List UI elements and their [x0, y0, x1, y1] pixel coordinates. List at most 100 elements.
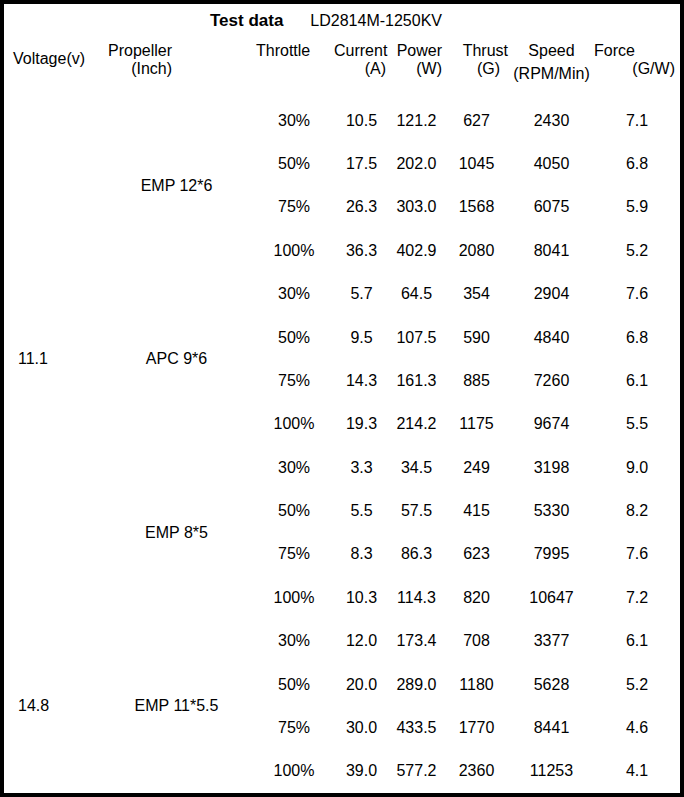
motor-model-label: LD2814M-1250KV — [310, 12, 442, 30]
col-header-force: Force (G/W) — [594, 37, 680, 99]
power-cell: 202.0 — [389, 142, 444, 185]
power-cell: 303.0 — [389, 186, 444, 229]
thrust-cell: 708 — [444, 620, 509, 663]
current-cell: 5.5 — [334, 489, 389, 532]
col-header-propeller: Propeller (Inch) — [99, 37, 254, 99]
force-cell: 5.2 — [594, 229, 680, 272]
speed-cell: 4840 — [509, 316, 594, 359]
throttle-cell: 30% — [254, 99, 334, 142]
speed-cell: 3198 — [509, 446, 594, 489]
throttle-cell: 100% — [254, 403, 334, 446]
current-cell: 17.5 — [334, 142, 389, 185]
current-cell: 14.3 — [334, 359, 389, 402]
col-header-current: Current (A) — [334, 37, 389, 99]
current-cell: 39.0 — [334, 750, 389, 793]
force-cell: 6.8 — [594, 316, 680, 359]
force-cell: 6.1 — [594, 620, 680, 663]
thrust-cell: 623 — [444, 533, 509, 576]
voltage-cell: 11.1 — [4, 99, 99, 620]
current-cell: 5.7 — [334, 273, 389, 316]
current-cell: 10.5 — [334, 99, 389, 142]
table-title-row: Test data LD2814M-1250KV — [0, 4, 664, 37]
propeller-cell: EMP 8*5 — [99, 446, 254, 620]
thrust-cell: 1045 — [444, 142, 509, 185]
power-cell: 121.2 — [389, 99, 444, 142]
power-cell: 34.5 — [389, 446, 444, 489]
current-cell: 8.3 — [334, 533, 389, 576]
power-cell: 289.0 — [389, 663, 444, 706]
propeller-cell: EMP 12*6 — [99, 99, 254, 273]
throttle-cell: 75% — [254, 186, 334, 229]
thrust-cell: 590 — [444, 316, 509, 359]
thrust-cell: 885 — [444, 359, 509, 402]
thrust-cell: 1568 — [444, 186, 509, 229]
force-cell: 4.6 — [594, 706, 680, 749]
speed-cell: 3377 — [509, 620, 594, 663]
voltage-cell: 14.8 — [4, 620, 99, 794]
data-row: 11.1EMP 12*630%10.5121.262724307.1 — [4, 99, 680, 142]
thrust-cell: 627 — [444, 99, 509, 142]
force-cell: 5.9 — [594, 186, 680, 229]
speed-cell: 7995 — [509, 533, 594, 576]
force-cell: 7.6 — [594, 533, 680, 576]
power-cell: 86.3 — [389, 533, 444, 576]
power-cell: 402.9 — [389, 229, 444, 272]
speed-cell: 6075 — [509, 186, 594, 229]
propeller-cell: EMP 11*5.5 — [99, 620, 254, 794]
speed-cell: 9674 — [509, 403, 594, 446]
throttle-cell: 30% — [254, 273, 334, 316]
force-cell: 4.1 — [594, 750, 680, 793]
throttle-cell: 50% — [254, 316, 334, 359]
current-cell: 12.0 — [334, 620, 389, 663]
propeller-cell: APC 9*6 — [99, 273, 254, 447]
throttle-cell: 75% — [254, 359, 334, 402]
throttle-cell: 100% — [254, 750, 334, 793]
thrust-cell: 1180 — [444, 663, 509, 706]
speed-cell: 8441 — [509, 706, 594, 749]
throttle-cell: 50% — [254, 489, 334, 532]
speed-cell: 2904 — [509, 273, 594, 316]
data-row: 14.8EMP 11*5.530%12.0173.470833776.1 — [4, 620, 680, 663]
thrust-cell: 820 — [444, 576, 509, 619]
thrust-cell: 415 — [444, 489, 509, 532]
power-cell: 114.3 — [389, 576, 444, 619]
current-cell: 19.3 — [334, 403, 389, 446]
current-cell: 3.3 — [334, 446, 389, 489]
force-cell: 7.6 — [594, 273, 680, 316]
current-cell: 9.5 — [334, 316, 389, 359]
power-cell: 577.2 — [389, 750, 444, 793]
power-cell: 107.5 — [389, 316, 444, 359]
header-row: Voltage(v) Propeller (Inch) Throttle Cur… — [4, 37, 680, 99]
power-cell: 173.4 — [389, 620, 444, 663]
power-cell: 161.3 — [389, 359, 444, 402]
test-data-table: Voltage(v) Propeller (Inch) Throttle Cur… — [4, 37, 680, 793]
thrust-cell: 2080 — [444, 229, 509, 272]
thrust-cell: 354 — [444, 273, 509, 316]
current-cell: 20.0 — [334, 663, 389, 706]
power-cell: 433.5 — [389, 706, 444, 749]
current-cell: 36.3 — [334, 229, 389, 272]
test-data-sheet: Test data LD2814M-1250KV Voltage(v) Prop… — [0, 0, 684, 797]
force-cell: 7.2 — [594, 576, 680, 619]
current-cell: 26.3 — [334, 186, 389, 229]
current-cell: 30.0 — [334, 706, 389, 749]
throttle-cell: 50% — [254, 663, 334, 706]
table-title: Test data — [210, 11, 283, 31]
col-header-voltage: Voltage(v) — [4, 37, 99, 99]
thrust-cell: 1770 — [444, 706, 509, 749]
force-cell: 5.2 — [594, 663, 680, 706]
col-header-thrust: Thrust (G) — [444, 37, 509, 99]
thrust-cell: 249 — [444, 446, 509, 489]
throttle-cell: 75% — [254, 706, 334, 749]
throttle-cell: 100% — [254, 229, 334, 272]
current-cell: 10.3 — [334, 576, 389, 619]
speed-cell: 2430 — [509, 99, 594, 142]
force-cell: 6.1 — [594, 359, 680, 402]
power-cell: 214.2 — [389, 403, 444, 446]
throttle-cell: 75% — [254, 533, 334, 576]
col-header-power: Power (W) — [389, 37, 444, 99]
thrust-cell: 2360 — [444, 750, 509, 793]
speed-cell: 8041 — [509, 229, 594, 272]
speed-cell: 4050 — [509, 142, 594, 185]
throttle-cell: 50% — [254, 142, 334, 185]
